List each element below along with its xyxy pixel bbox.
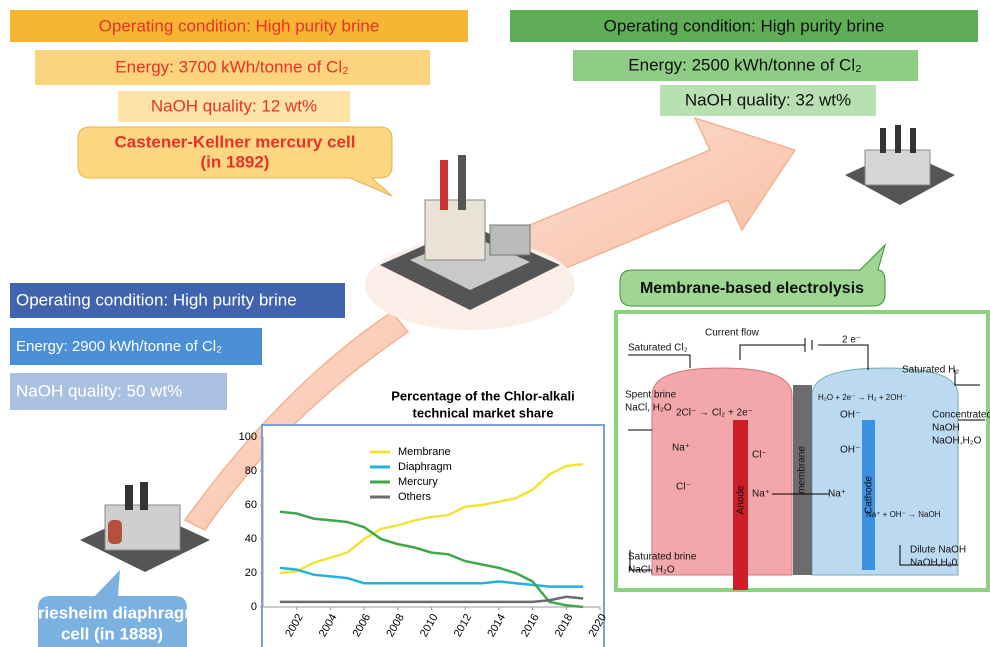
cathode (862, 420, 875, 570)
diagram-label: Concentrated (932, 410, 990, 421)
factory-icon (845, 125, 955, 205)
text: Energy: 2500 kWh/tonne of Cl₂ (628, 55, 861, 74)
series-line (279, 510, 584, 609)
membrane (793, 385, 812, 575)
text: Castener-Kellner mercury cell (115, 132, 356, 151)
text: (in 1892) (201, 152, 270, 171)
diagram-label: Anode (736, 485, 747, 514)
diagram-label: 2 e⁻ (842, 335, 861, 346)
anode-chamber (651, 367, 793, 576)
text: Membrane-based electrolysis (640, 280, 864, 297)
series-line (279, 462, 584, 575)
diagram-label: NaCl, H₂O (628, 565, 675, 576)
text: Operating condition: High purity brine (99, 16, 380, 35)
diagram-label: Cathode (864, 476, 875, 514)
diagram-label: NaOH,H₂0 (910, 558, 958, 569)
chart-title: Percentage of the Chlor-alkali (391, 388, 575, 403)
diagram-label: OH⁻ (840, 445, 860, 456)
text: Operating condition: High purity brine (604, 16, 885, 35)
box (10, 283, 345, 318)
y-tick-label: 80 (245, 465, 257, 477)
text: cell (in 1888) (61, 624, 163, 643)
y-tick-label: 60 (245, 499, 257, 511)
box (118, 91, 350, 122)
text: Griesheim diaphragm (25, 603, 200, 622)
box (10, 328, 262, 365)
y-tick-label: 40 (245, 533, 257, 545)
diagram-label: NaCl, H₂O (625, 403, 672, 414)
diagram-label: Saturated Cl₂ (628, 343, 688, 354)
text: NaOH quality: 50 wt% (16, 381, 182, 400)
factory-icon (80, 482, 210, 572)
y-tick-label: 100 (239, 431, 257, 443)
flow-lines (628, 354, 985, 571)
box (660, 85, 876, 116)
diagram-label: Spent brine (625, 390, 677, 401)
diagram-label: 2Cl⁻ → Cl₂ + 2e⁻ (676, 408, 753, 419)
factory-icon (365, 155, 575, 330)
y-tick-label: 20 (245, 567, 257, 579)
diagram-label: H₂O + 2e⁻ → H₂ + 2OH⁻ (818, 393, 906, 402)
legend-label: Others (398, 491, 432, 503)
text: Energy: 3700 kWh/tonne of Cl₂ (115, 57, 348, 76)
cathode-chamber (811, 367, 959, 576)
diagram-label: OH⁻ (840, 410, 860, 421)
text: NaOH quality: 32 wt% (685, 90, 851, 109)
diagram-label: membrane (797, 446, 808, 494)
y-tick-label: 0 (251, 601, 257, 613)
text: Energy: 2900 kWh/tonne of Cl₂ (16, 338, 222, 355)
chart-title: technical market share (413, 405, 554, 420)
legend-label: Diaphragm (398, 461, 452, 473)
box (10, 10, 468, 42)
diagram-label: Cl⁻ (752, 450, 767, 461)
legend-label: Membrane (398, 446, 451, 458)
text: NaOH quality: 12 wt% (151, 96, 317, 115)
diagram-label: Current flow (705, 328, 760, 339)
diagram-label: Cl⁻ (676, 482, 691, 493)
diagram-label: Na⁺ (828, 489, 846, 500)
diagram-label: NaOH (932, 423, 960, 434)
arrow-curve (183, 310, 410, 531)
text: Operating condition: High purity brine (16, 290, 297, 309)
legend-label: Mercury (398, 476, 438, 488)
callout (38, 570, 187, 647)
diagram-label: Saturated brine (628, 552, 697, 563)
box (10, 373, 227, 410)
callout (77, 126, 393, 197)
diagram-label: Na⁺ (752, 489, 770, 500)
box (573, 50, 918, 81)
box (35, 50, 430, 85)
box (510, 10, 978, 42)
diagram-label: Dilute NaOH (910, 545, 966, 556)
callout (619, 243, 886, 307)
series-line (279, 566, 584, 588)
wire (739, 338, 869, 370)
series-line (279, 595, 584, 604)
chart-frame (261, 424, 605, 647)
diagram-label: Na⁺ + OH⁻ → NaOH (866, 510, 941, 519)
anode (733, 420, 748, 590)
diagram-label: Saturated H₂ (902, 365, 959, 376)
diagram-label: Na⁺ (672, 443, 690, 454)
diagram-label: NaOH,H₂O (932, 436, 982, 447)
